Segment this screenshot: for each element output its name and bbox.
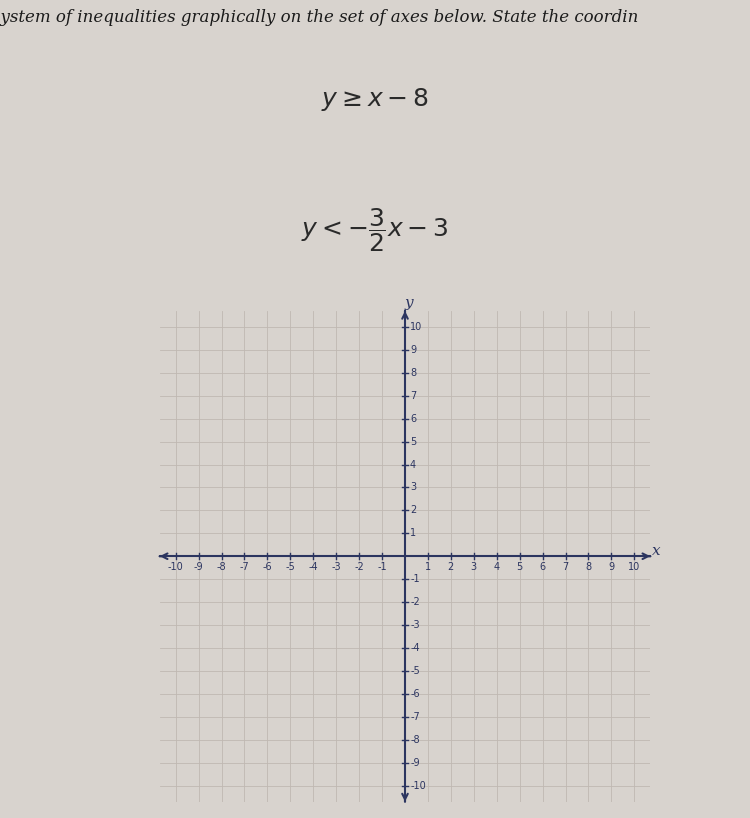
Text: -7: -7	[239, 563, 249, 573]
Text: -9: -9	[410, 757, 420, 767]
Text: -7: -7	[410, 712, 420, 721]
Text: -10: -10	[410, 780, 426, 790]
Text: -4: -4	[410, 643, 420, 653]
Text: -6: -6	[262, 563, 272, 573]
Text: 3: 3	[410, 483, 416, 492]
Text: -1: -1	[377, 563, 387, 573]
Text: -5: -5	[410, 666, 420, 676]
Text: -9: -9	[194, 563, 203, 573]
Text: 10: 10	[410, 322, 422, 332]
Text: 10: 10	[628, 563, 640, 573]
Text: 5: 5	[410, 437, 416, 447]
Text: -6: -6	[410, 689, 420, 699]
Text: 4: 4	[410, 460, 416, 470]
Text: 8: 8	[410, 368, 416, 378]
Text: 9: 9	[608, 563, 614, 573]
Text: -8: -8	[217, 563, 226, 573]
Text: 9: 9	[410, 345, 416, 355]
Text: 2: 2	[410, 506, 416, 515]
Text: 5: 5	[517, 563, 523, 573]
Text: 1: 1	[410, 528, 416, 538]
Text: -3: -3	[332, 563, 341, 573]
Text: 3: 3	[471, 563, 477, 573]
Text: 1: 1	[424, 563, 431, 573]
Text: 7: 7	[410, 391, 416, 401]
Text: -5: -5	[286, 563, 296, 573]
Text: -1: -1	[410, 574, 420, 584]
Text: -2: -2	[354, 563, 364, 573]
Text: 2: 2	[448, 563, 454, 573]
Text: 7: 7	[562, 563, 568, 573]
Text: 8: 8	[586, 563, 592, 573]
Text: -2: -2	[410, 597, 420, 607]
Text: 4: 4	[494, 563, 500, 573]
Text: y: y	[405, 295, 413, 310]
Text: -10: -10	[168, 563, 184, 573]
Text: 6: 6	[539, 563, 546, 573]
Text: $y \geq x - 8$: $y \geq x - 8$	[321, 86, 429, 113]
Text: system of inequalities graphically on the set of axes below. State the coordin: system of inequalities graphically on th…	[0, 8, 639, 25]
Text: -3: -3	[410, 620, 420, 630]
Text: -8: -8	[410, 735, 420, 744]
Text: $y < -\dfrac{3}{2}x - 3$: $y < -\dfrac{3}{2}x - 3$	[302, 206, 448, 254]
Text: -4: -4	[308, 563, 318, 573]
Text: 6: 6	[410, 414, 416, 424]
Text: x: x	[652, 543, 660, 558]
